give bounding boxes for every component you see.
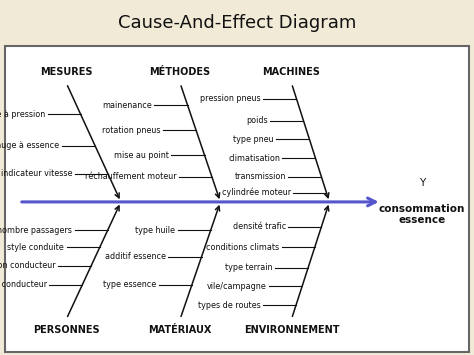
Text: Y: Y [419,178,425,188]
Text: indicateur vitesse: indicateur vitesse [1,169,73,178]
Text: vile/campagne: vile/campagne [207,282,266,291]
Text: ENVIRONNEMENT: ENVIRONNEMENT [244,325,339,335]
Text: jauge à essence: jauge à essence [0,141,60,150]
Text: réchauffement moteur: réchauffement moteur [85,173,176,181]
Text: type essence: type essence [103,280,156,289]
Text: MESURES: MESURES [40,67,92,77]
Text: jauge à pression: jauge à pression [0,110,45,119]
Text: rotation pneus: rotation pneus [102,126,161,135]
Text: type huile: type huile [135,225,175,235]
Text: MACHINES: MACHINES [263,67,320,77]
FancyBboxPatch shape [5,46,469,352]
Text: pression pneus: pression pneus [201,94,261,103]
Text: climatisation: climatisation [228,154,280,163]
Text: MÉTHODES: MÉTHODES [150,67,210,77]
Text: style conduite: style conduite [8,243,64,252]
Text: additif essence: additif essence [105,252,166,261]
Text: consommation
essence: consommation essence [379,204,465,225]
Text: type terrain: type terrain [225,263,273,272]
Text: type pneu: type pneu [233,135,274,144]
Text: MATÉRIAUX: MATÉRIAUX [148,325,212,335]
Text: types de routes: types de routes [198,301,261,310]
Text: formation conducteur: formation conducteur [0,262,55,271]
Text: PERSONNES: PERSONNES [33,325,100,335]
Text: cylindrée moteur: cylindrée moteur [222,188,291,197]
Text: mise au point: mise au point [114,151,169,159]
Text: Cause-And-Effect Diagram: Cause-And-Effect Diagram [118,14,356,32]
Text: type conducteur: type conducteur [0,280,47,289]
Text: transmission: transmission [235,173,286,181]
Text: conditions climats: conditions climats [206,243,279,252]
Text: nombre passagers: nombre passagers [0,225,72,235]
Text: mainenance: mainenance [102,100,152,110]
Text: densité trafic: densité trafic [233,223,286,231]
Text: poids: poids [246,116,268,125]
